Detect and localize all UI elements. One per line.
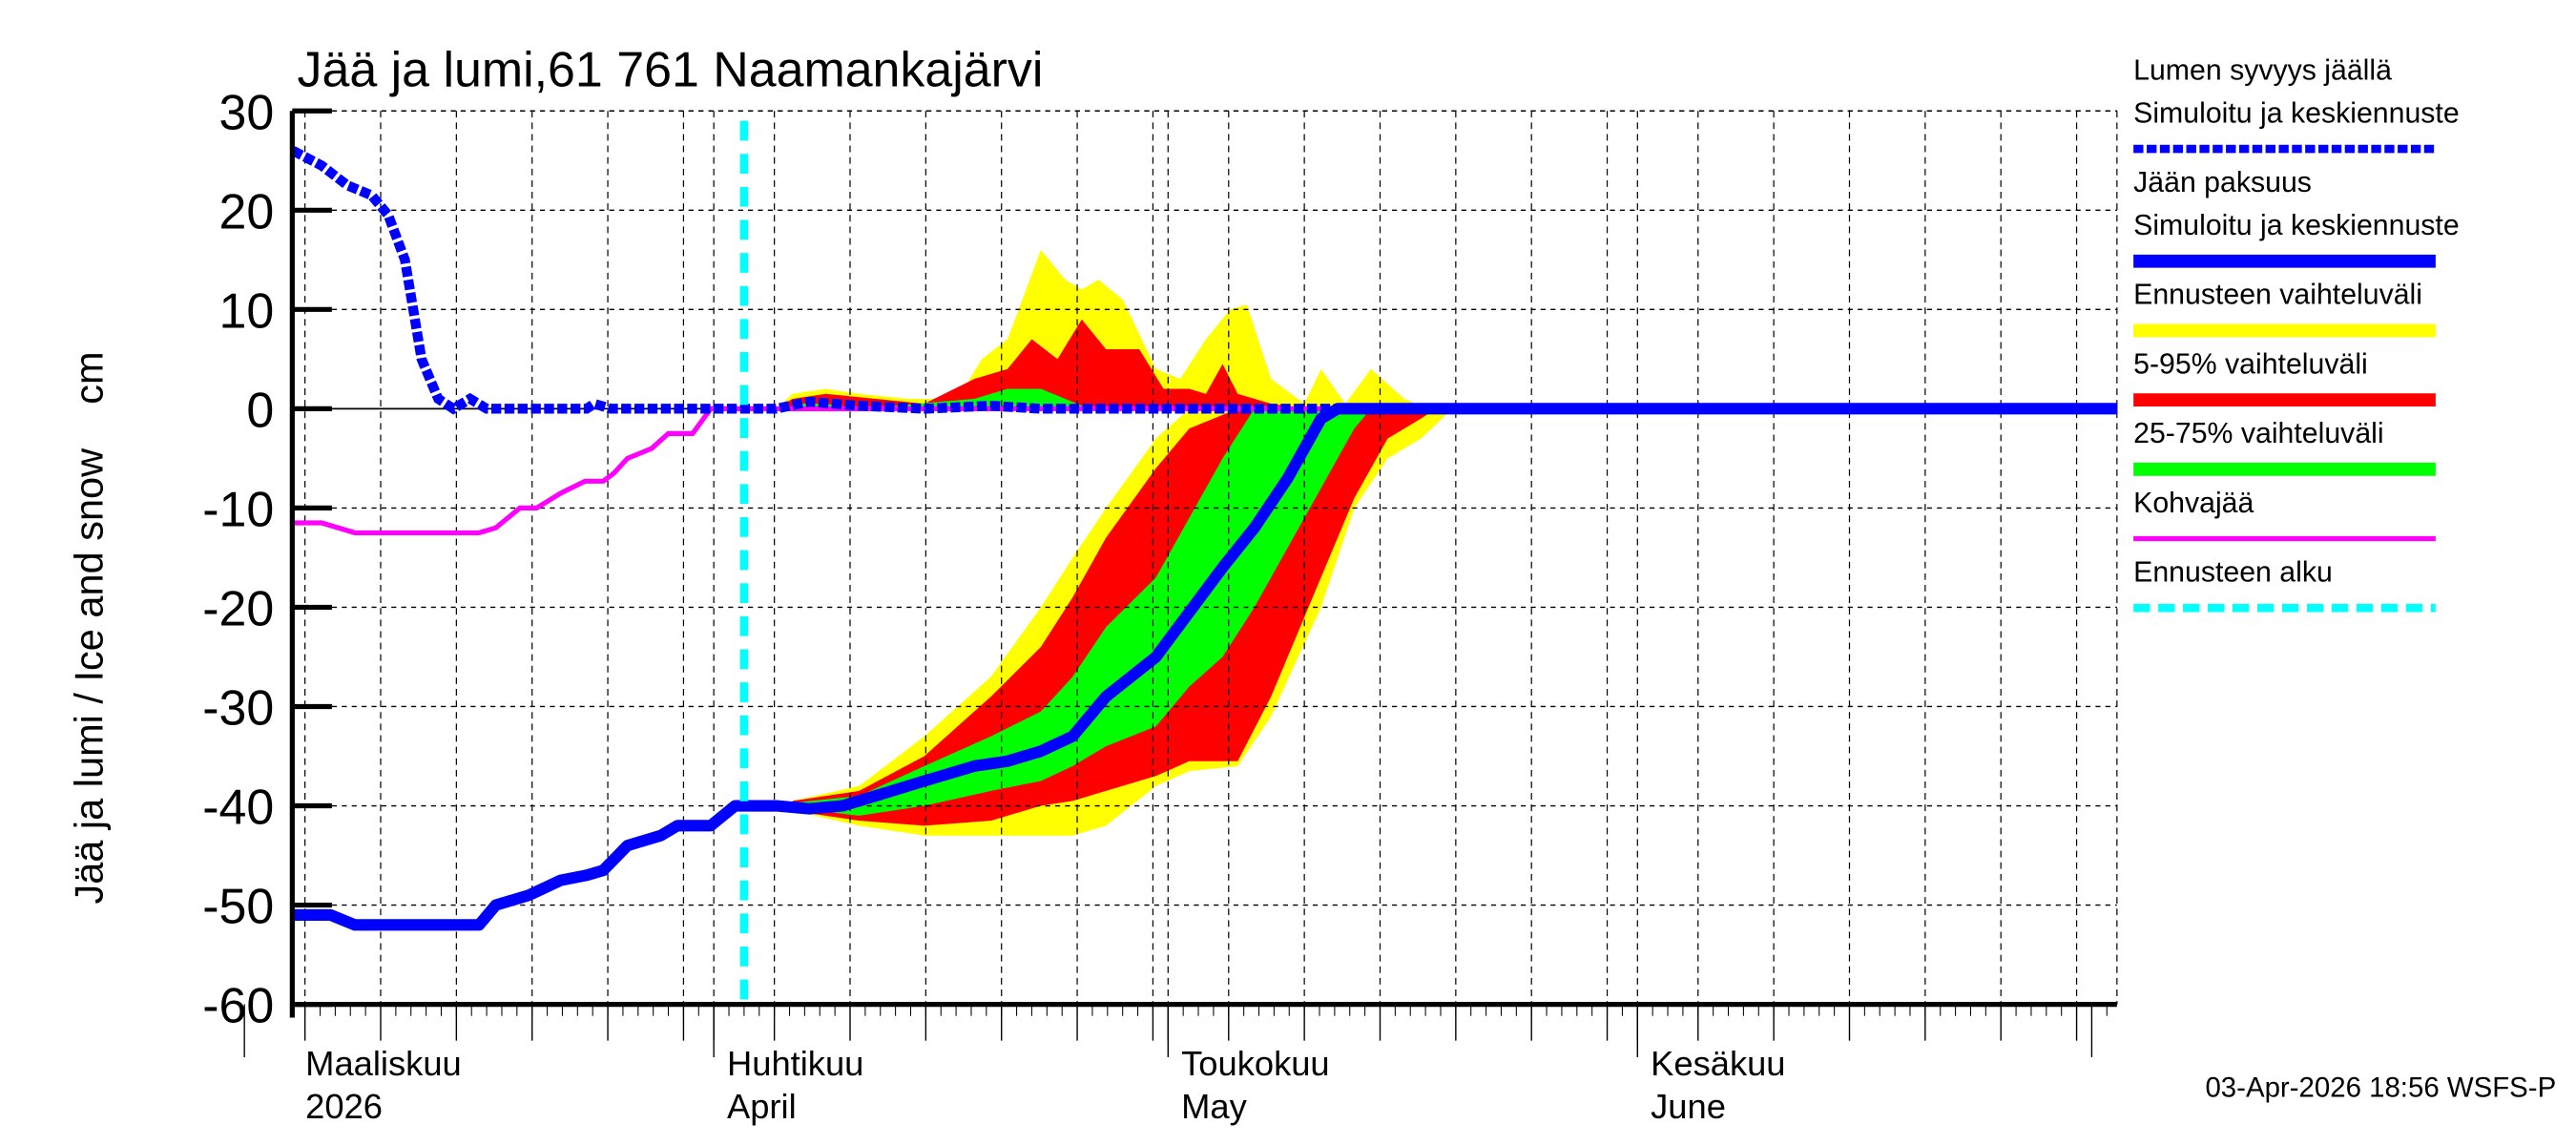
band-ice-1 [792,408,1437,826]
y-tick-label: -10 [202,482,274,537]
legend-label: Ennusteen alku [2133,557,2333,589]
legend: Lumen syvyys jäällä Simuloitu ja keskienn… [2133,54,2460,613]
month-label-fi: Huhtikuu [727,1044,863,1083]
y-tick-label: -40 [202,781,274,836]
snow-depth-line [290,146,1479,415]
chart-title: Jää ja lumi,61 761 Naamankajärvi [298,42,1044,97]
legend-label: Ennusteen vaihteluväli [2133,280,2422,311]
month-label-en: June [1651,1087,1726,1126]
y-tick-label: 30 [219,85,275,140]
month-label-fi: Maaliskuu [305,1044,462,1083]
slush-ice-line [292,406,2118,536]
y-axis-label: Jää ja lumi / Ice and snow cm [66,351,111,904]
y-tick-label: -30 [202,681,274,737]
ice-thickness-line [292,403,2118,931]
band-snow-5 [792,388,1090,409]
month-label-fi: Toukokuu [1181,1044,1330,1083]
month-label-en: April [727,1087,797,1126]
legend-label: 25-75% vaihteluväli [2133,418,2383,449]
band-ice-2 [792,408,1371,816]
y-tick-label: 20 [219,184,275,239]
y-tick-label: 0 [246,383,274,438]
y-tick-label: -60 [202,979,274,1034]
legend-label: Lumen syvyys jäällä [2133,54,2392,86]
series-lines [290,120,2118,1005]
y-tick-label: -50 [202,880,274,935]
axes: 30 20 10 0 -10 -20 -30 -40 -50 -60 Maaliskuu 2026 Hu… [202,85,2117,1126]
legend-label: Simuloitu ja keskiennuste [2133,210,2460,241]
y-tick-label: 10 [219,283,275,339]
month-label-en: 2026 [305,1087,383,1126]
month-label-fi: Kesäkuu [1651,1044,1785,1083]
legend-label: Kohvajää [2133,488,2254,519]
y-tick-label: -20 [202,581,274,636]
legend-label: Simuloitu ja keskiennuste [2133,97,2460,129]
band-snow-4 [776,319,1305,409]
legend-label: Jään paksuus [2133,167,2312,198]
month-label-en: May [1181,1087,1247,1126]
band-snow-3 [776,249,1429,409]
legend-label: 5-95% vaihteluväli [2133,348,2368,380]
forecast-bands [776,249,1453,836]
grid [292,110,2118,1005]
footer-timestamp: 03-Apr-2026 18:56 WSFS-P [2205,1072,2556,1104]
